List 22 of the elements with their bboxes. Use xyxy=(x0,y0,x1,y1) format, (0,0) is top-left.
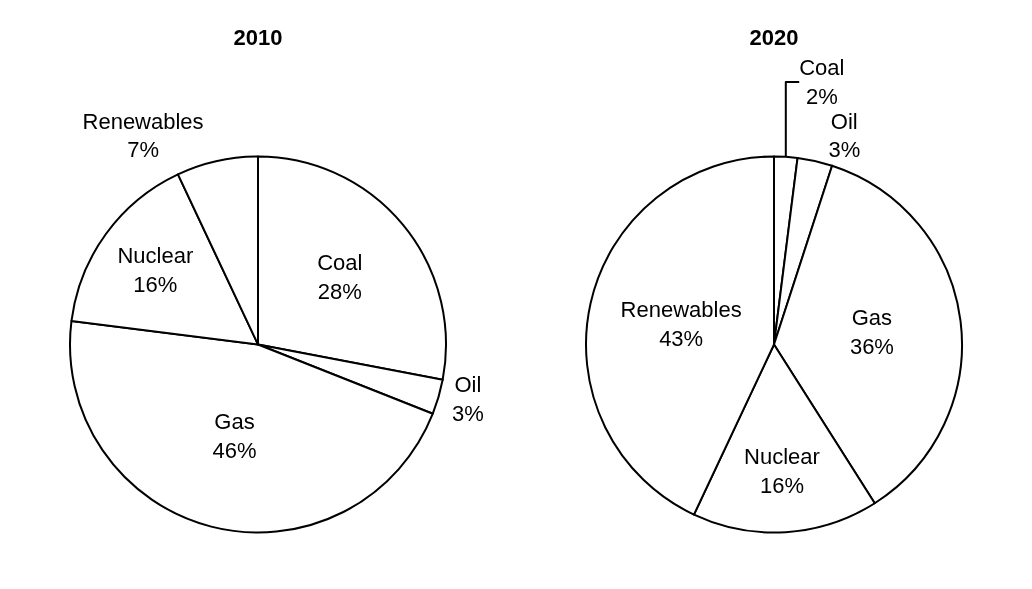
slice-label: Renewables xyxy=(620,296,742,322)
slice-label: Coal xyxy=(317,250,363,276)
data-label: 46% xyxy=(212,437,257,463)
data-label: 16% xyxy=(133,271,178,297)
data-label: 43% xyxy=(659,325,704,351)
data-label: 2% xyxy=(805,83,838,109)
data-label: 3% xyxy=(451,400,484,426)
data-label: 36% xyxy=(849,333,894,359)
chart-title: 2020 xyxy=(749,24,799,50)
slice-label: Oil xyxy=(454,372,482,398)
data-label: 28% xyxy=(317,278,362,304)
slice-label: Nuclear xyxy=(744,444,820,470)
data-label: 7% xyxy=(127,137,159,163)
slice-label: Oil xyxy=(830,108,858,134)
data-label: 16% xyxy=(759,472,804,498)
slice-label: Renewables xyxy=(82,108,204,134)
data-label: 3% xyxy=(828,137,861,163)
slice-label: Gas xyxy=(214,409,255,435)
slice-label: Gas xyxy=(851,305,893,331)
slice-label: Coal xyxy=(799,55,845,81)
slice-label: Nuclear xyxy=(117,243,194,269)
chart-title: 2010 xyxy=(233,24,283,50)
